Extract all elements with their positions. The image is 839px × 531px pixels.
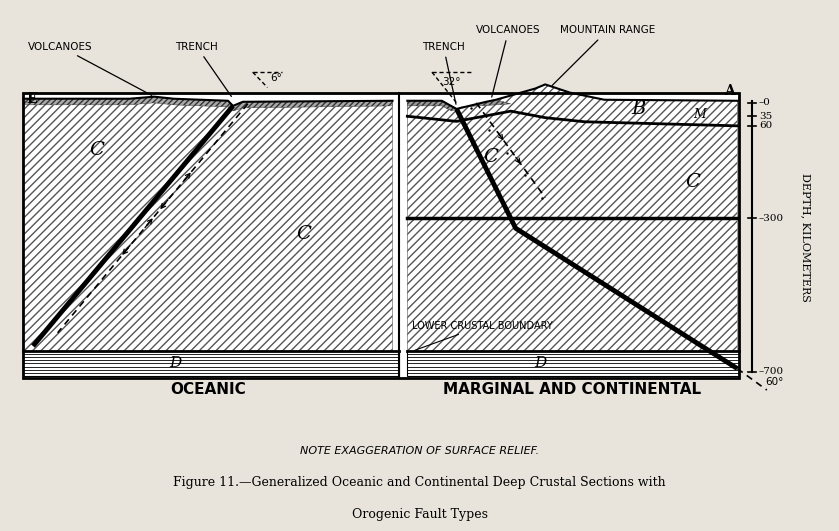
Text: NOTE EXAGGERATION OF SURFACE RELIEF.: NOTE EXAGGERATION OF SURFACE RELIEF. [300, 446, 539, 456]
Text: C: C [90, 141, 105, 159]
Text: D: D [534, 356, 546, 371]
Polygon shape [407, 84, 737, 126]
Text: DEPTH, KILOMETERS: DEPTH, KILOMETERS [801, 173, 811, 302]
Text: –300: –300 [759, 213, 784, 222]
Text: M: M [693, 108, 706, 121]
Text: 35: 35 [759, 112, 772, 121]
Text: E: E [26, 92, 37, 106]
Text: VOLCANOES: VOLCANOES [477, 25, 541, 97]
Text: 6°: 6° [270, 73, 282, 83]
Text: LOWER CRUSTAL BOUNDARY: LOWER CRUSTAL BOUNDARY [412, 321, 553, 350]
Text: Orogenic Fault Types: Orogenic Fault Types [352, 508, 487, 521]
Text: 60°: 60° [765, 377, 784, 387]
Text: C: C [296, 225, 311, 243]
Text: MOUNTAIN RANGE: MOUNTAIN RANGE [552, 25, 655, 85]
Text: 60: 60 [759, 122, 772, 130]
Polygon shape [407, 100, 511, 111]
Text: B: B [632, 100, 646, 118]
Polygon shape [23, 97, 393, 351]
Text: D: D [169, 356, 182, 371]
Text: 32°: 32° [442, 78, 461, 87]
Polygon shape [23, 97, 393, 111]
Text: C: C [685, 173, 701, 191]
Polygon shape [23, 351, 399, 376]
Text: –0: –0 [759, 98, 771, 107]
Bar [24, 95, 738, 377]
Text: VOLCANOES: VOLCANOES [28, 41, 152, 96]
Text: MARGINAL AND CONTINENTAL: MARGINAL AND CONTINENTAL [443, 382, 701, 397]
Text: TRENCH: TRENCH [175, 41, 232, 97]
Text: OCEANIC: OCEANIC [170, 382, 246, 397]
Text: TRENCH: TRENCH [422, 41, 465, 104]
Polygon shape [407, 84, 737, 351]
Text: A: A [725, 84, 735, 98]
Polygon shape [407, 351, 739, 376]
Text: C: C [483, 148, 498, 166]
Bar [23, 92, 739, 378]
Text: –700: –700 [759, 367, 784, 376]
Text: Figure 11.—Generalized Oceanic and Continental Deep Crustal Sections with: Figure 11.—Generalized Oceanic and Conti… [173, 476, 666, 489]
